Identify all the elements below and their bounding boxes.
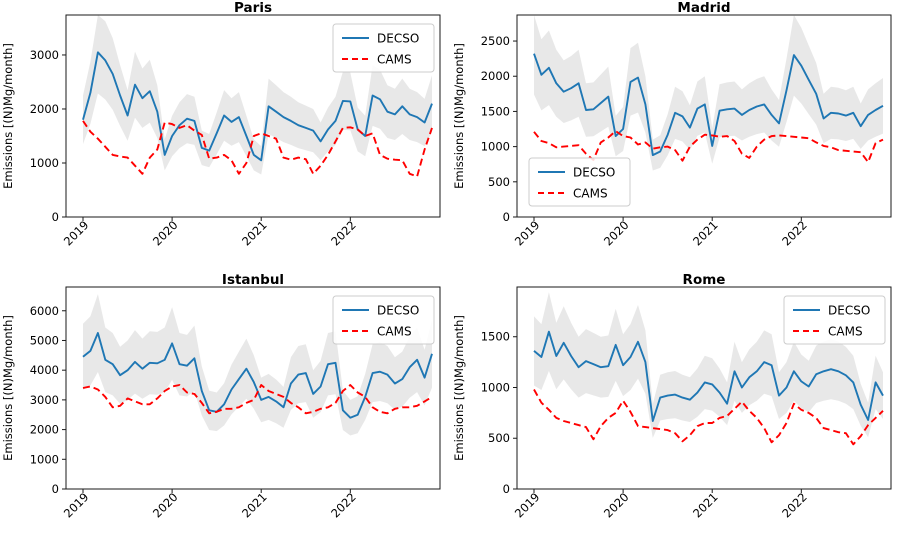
y-tick-label: 6000 bbox=[30, 304, 59, 318]
x-tick-label: 2021 bbox=[690, 490, 721, 521]
x-tick-label: 2019 bbox=[512, 218, 543, 249]
y-tick-label: 1000 bbox=[481, 140, 510, 154]
y-tick-label: 3000 bbox=[30, 393, 59, 407]
uncertainty-band bbox=[83, 15, 432, 175]
x-tick-label: 2021 bbox=[239, 218, 270, 249]
legend-box bbox=[528, 157, 631, 207]
y-tick-label: 0 bbox=[503, 482, 510, 496]
x-tick-label: 2019 bbox=[61, 490, 92, 521]
decso-line bbox=[533, 53, 884, 157]
y-axis-label: Emissions [(N)Mg/month] bbox=[1, 315, 15, 461]
chart-title: Paris bbox=[234, 0, 272, 16]
x-tick-label: 2022 bbox=[328, 490, 359, 521]
y-tick-label: 2000 bbox=[481, 69, 510, 83]
x-tick-label: 2020 bbox=[601, 218, 632, 249]
cams-line bbox=[533, 389, 884, 446]
x-tick-label: 2022 bbox=[779, 490, 810, 521]
legend: DECSO CAMS bbox=[332, 295, 435, 345]
y-tick-label: 500 bbox=[488, 175, 510, 189]
legend-label-decso: DECSO bbox=[828, 304, 870, 318]
cams-line bbox=[82, 120, 433, 178]
chart-canvas-rome: 2019 2020 2021 2022 0 500 1000 1500 Emissions [(… bbox=[452, 286, 892, 521]
chart-panel-madrid: Madrid 2019 2020 2021 2022 0 500 1000 1500 2000 2… bbox=[451, 0, 902, 272]
decso-line bbox=[533, 330, 884, 422]
legend-box bbox=[332, 295, 435, 345]
y-tick-label: 3000 bbox=[30, 48, 59, 62]
x-tick-label: 2019 bbox=[512, 490, 543, 521]
plot-border bbox=[516, 286, 892, 490]
y-tick-label: 1500 bbox=[481, 104, 510, 118]
chart-panel-istanbul: Istanbul 2019 2020 2021 2022 0 1000 2000 3000 40… bbox=[0, 272, 451, 544]
legend-label-decso: DECSO bbox=[377, 32, 419, 46]
legend-label-cams: CAMS bbox=[828, 325, 863, 339]
legend-box bbox=[783, 295, 886, 345]
legend: DECSO CAMS bbox=[528, 157, 631, 207]
y-tick-label: 0 bbox=[52, 482, 59, 496]
x-tick-label: 2020 bbox=[150, 490, 181, 521]
legend-label-cams: CAMS bbox=[573, 187, 608, 201]
y-tick-label: 2000 bbox=[30, 102, 59, 116]
legend-label-cams: CAMS bbox=[377, 53, 412, 67]
legend-label-decso: DECSO bbox=[573, 166, 615, 180]
legend: DECSO CAMS bbox=[783, 295, 886, 345]
y-tick-label: 1000 bbox=[30, 452, 59, 466]
y-tick-label: 2500 bbox=[481, 34, 510, 48]
y-axis-label: Emissions [(N)Mg/month] bbox=[1, 43, 15, 189]
x-tick-label: 2020 bbox=[601, 490, 632, 521]
y-tick-label: 2000 bbox=[30, 423, 59, 437]
x-tick-label: 2022 bbox=[328, 218, 359, 249]
x-tick-label: 2019 bbox=[61, 218, 92, 249]
plot-border bbox=[65, 14, 441, 218]
y-tick-label: 0 bbox=[503, 210, 510, 224]
uncertainty-band bbox=[83, 294, 432, 436]
y-axis-label: Emissions [(N)Mg/month] bbox=[452, 315, 466, 461]
chart-panel-paris: Paris 2019 2020 2021 2022 0 1000 2000 3000 Emiss… bbox=[0, 0, 451, 272]
x-tick-label: 2021 bbox=[690, 218, 721, 249]
y-tick-label: 4000 bbox=[30, 363, 59, 377]
chart-canvas-madrid: 2019 2020 2021 2022 0 500 1000 1500 2000 2500 Emis… bbox=[452, 14, 892, 249]
x-tick-label: 2022 bbox=[779, 218, 810, 249]
y-tick-label: 500 bbox=[488, 431, 510, 445]
legend-label-decso: DECSO bbox=[377, 304, 419, 318]
chart-canvas-paris: 2019 2020 2021 2022 0 1000 2000 3000 Emissions [… bbox=[1, 14, 441, 249]
decso-line bbox=[82, 51, 433, 162]
uncertainty-band bbox=[534, 15, 883, 171]
y-tick-label: 0 bbox=[52, 210, 59, 224]
chart-canvas-istanbul: 2019 2020 2021 2022 0 1000 2000 3000 4000 5000 600… bbox=[1, 286, 441, 521]
x-tick-label: 2021 bbox=[239, 490, 270, 521]
chart-panel-rome: Rome 2019 2020 2021 2022 0 500 1000 1500 Emissio… bbox=[451, 272, 902, 544]
chart-title: Madrid bbox=[677, 0, 731, 16]
chart-title: Istanbul bbox=[221, 272, 285, 288]
plot-border bbox=[516, 14, 892, 218]
y-tick-label: 5000 bbox=[30, 333, 59, 347]
y-tick-label: 1000 bbox=[30, 156, 59, 170]
cams-line bbox=[82, 384, 433, 415]
y-tick-label: 1000 bbox=[481, 380, 510, 394]
legend-label-cams: CAMS bbox=[377, 325, 412, 339]
chart-title: Rome bbox=[682, 272, 726, 288]
y-tick-label: 1500 bbox=[481, 330, 510, 344]
y-axis-label: Emissions [(N)Mg/month] bbox=[452, 43, 466, 189]
x-tick-label: 2020 bbox=[150, 218, 181, 249]
legend: DECSO CAMS bbox=[332, 23, 435, 73]
uncertainty-band bbox=[534, 292, 883, 438]
plot-border bbox=[65, 286, 441, 490]
legend-box bbox=[332, 23, 435, 73]
